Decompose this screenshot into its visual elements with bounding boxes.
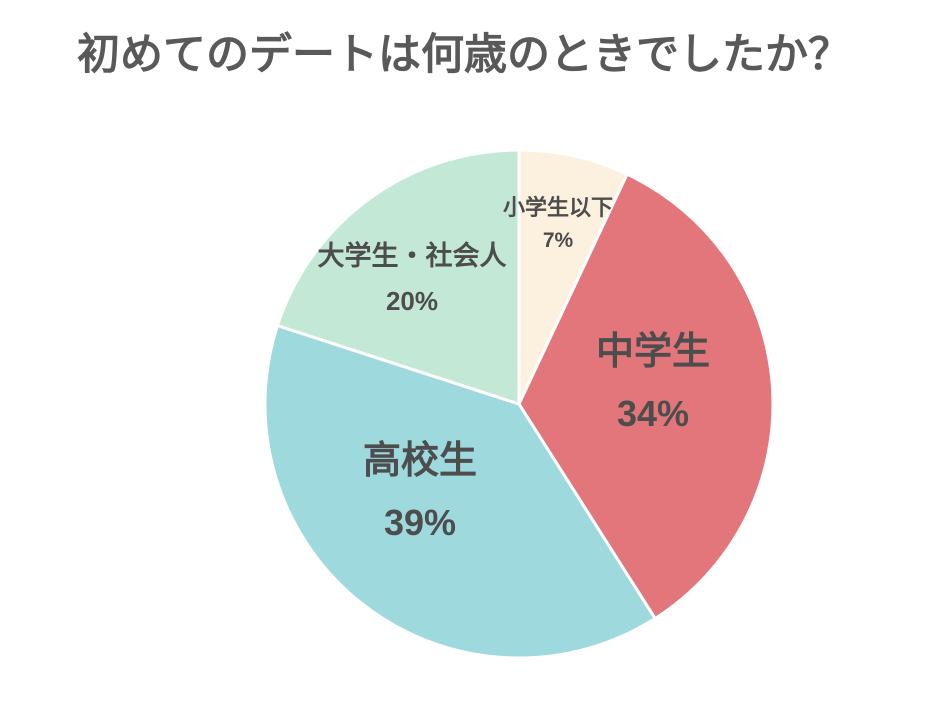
slice-percent-2: 34%: [617, 393, 689, 434]
slice-percent-1: 7%: [543, 229, 574, 252]
slice-percent-4: 20%: [386, 286, 438, 316]
pie-slice-1: [517, 148, 629, 406]
slice-label-4: 大学生・社会人: [318, 240, 507, 271]
pie-slice-3: [263, 324, 657, 660]
slice-label-1: 小学生以下: [503, 195, 613, 220]
slice-label-3: 高校生: [363, 440, 477, 482]
slice-percent-3: 39%: [384, 502, 456, 543]
slice-label-2: 中学生: [596, 330, 710, 373]
pie-slice-2: [517, 172, 775, 620]
pie-slice-4: [275, 148, 521, 406]
chart-title: 初めてのデートは何歳のときでしたか？: [77, 31, 851, 79]
